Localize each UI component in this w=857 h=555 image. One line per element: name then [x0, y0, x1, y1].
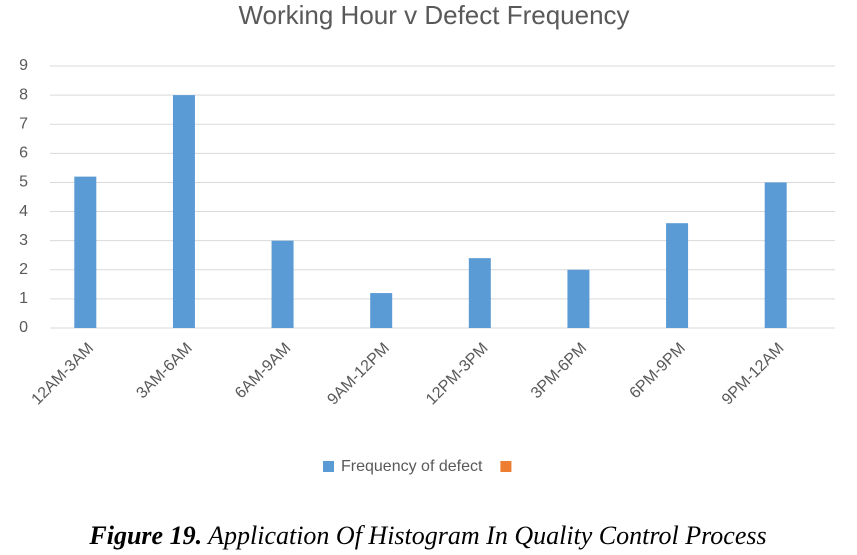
bar [764, 182, 787, 328]
y-tick-label: 8 [19, 86, 28, 103]
y-tick-label: 4 [19, 203, 28, 220]
legend-swatch [323, 461, 334, 472]
x-tick-label: 6PM-9PM [627, 340, 689, 402]
bar [271, 240, 294, 328]
y-tick-label: 3 [19, 232, 28, 249]
y-tick-label: 0 [19, 319, 28, 336]
caption-text: Application Of Histogram In Quality Cont… [206, 521, 767, 550]
legend-swatch [500, 461, 512, 472]
x-tick-label: 6AM-9AM [232, 340, 294, 402]
bar [370, 293, 393, 328]
y-tick-label: 7 [19, 115, 28, 132]
bar [172, 95, 195, 328]
y-tick-label: 2 [19, 261, 28, 278]
caption: Figure 19. Application Of Histogram In Q… [88, 521, 766, 550]
y-tick-label: 9 [19, 57, 28, 74]
bar [74, 176, 97, 328]
x-tick-label: 12PM-3PM [423, 340, 492, 409]
x-tick-label: 3AM-6AM [133, 340, 195, 402]
bar [567, 269, 590, 328]
legend-label: Frequency of defect [341, 458, 483, 475]
caption-label: Figure 19. [88, 521, 202, 550]
y-tick-label: 5 [19, 174, 28, 191]
bar [468, 258, 491, 328]
bar [666, 223, 689, 328]
chart-title: Working Hour v Defect Frequency [238, 0, 629, 30]
x-tick-label: 9PM-12AM [719, 340, 788, 409]
x-tick-label: 3PM-6PM [528, 340, 590, 402]
y-tick-label: 1 [19, 290, 28, 307]
y-tick-label: 6 [19, 145, 28, 162]
x-tick-label: 9AM-12PM [324, 340, 393, 409]
x-tick-label: 12AM-3AM [29, 340, 98, 409]
